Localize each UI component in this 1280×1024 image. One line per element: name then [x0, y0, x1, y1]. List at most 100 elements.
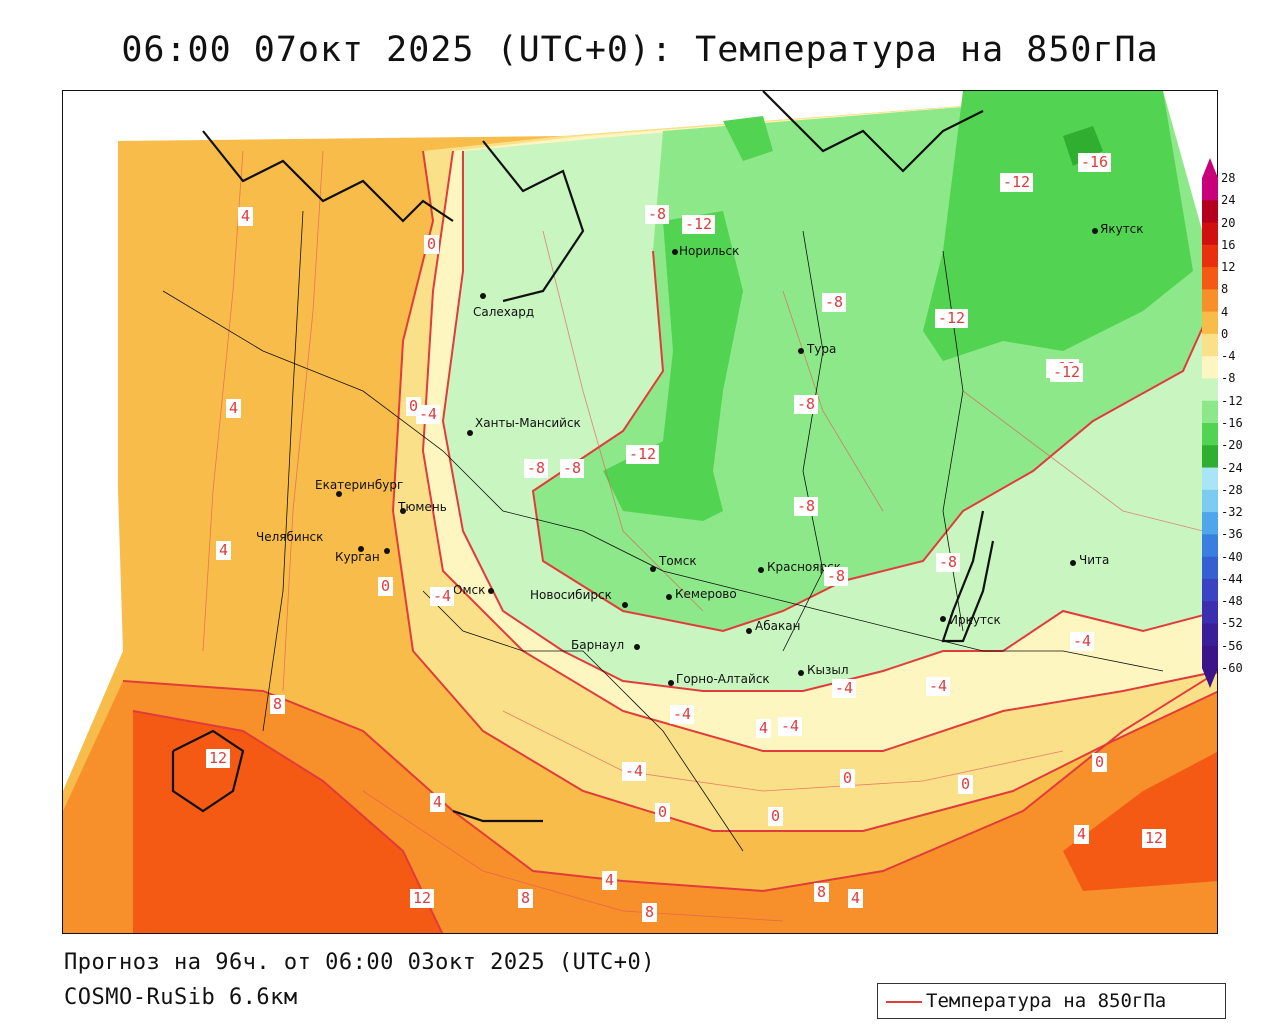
color-scale-swatch	[1202, 311, 1218, 335]
color-scale-swatch	[1202, 222, 1218, 246]
legend-label: Температура на 850гПа	[926, 990, 1167, 1012]
color-scale-swatch	[1202, 556, 1218, 580]
isotherm-label-background	[756, 719, 771, 738]
isotherm-value-label: 8	[521, 889, 530, 907]
map-canvas: Салехард Норильск Якутск Тура Ханты-Манс…	[63, 91, 1217, 933]
isotherm-value-label: 0	[771, 807, 780, 825]
isotherm-label-background	[670, 705, 694, 724]
isotherm-value-labels: -16-12-12-8-12-8-12-8-8-12-8-12-8-8-8-40…	[206, 153, 1166, 922]
isotherm-value-label: -8	[797, 395, 815, 413]
color-scale-top-arrow	[1202, 158, 1218, 178]
isotherm-value-label: -8	[827, 567, 845, 585]
isotherm-value-label: 12	[1145, 829, 1163, 847]
city-label: Тюмень	[397, 500, 447, 514]
color-scale-tick-label: -24	[1221, 460, 1243, 475]
isotherm-label-background	[416, 405, 440, 424]
isotherm-label-background	[1050, 363, 1083, 382]
color-scale-swatch	[1202, 467, 1218, 491]
isotherm-value-label: -4	[929, 677, 947, 695]
isotherm-value-label: 0	[427, 235, 436, 253]
isotherm-label-background	[935, 309, 968, 328]
isotherm-label-background	[645, 205, 669, 224]
isotherm-value-label: 4	[229, 399, 238, 417]
isotherm-label-background	[822, 293, 846, 312]
isotherm-label-background	[238, 207, 253, 226]
isotherm-label-background	[832, 679, 856, 698]
isotherm-label-background	[216, 541, 231, 560]
isotherm-value-label: 4	[605, 871, 614, 889]
city-label: Абакан	[755, 619, 800, 633]
zone-minus-16-12-small	[723, 116, 773, 161]
zone-minus-16-12-north	[923, 91, 1193, 361]
color-scale-tick-label: -40	[1221, 549, 1243, 564]
color-scale-tick-label: -48	[1221, 594, 1243, 609]
isotherm-value-label: -8	[939, 553, 957, 571]
coastline	[171, 91, 995, 823]
color-scale-swatch	[1202, 400, 1218, 424]
color-scale-swatch	[1202, 267, 1218, 290]
color-scale-tick-label: 24	[1221, 193, 1236, 208]
color-scale-tick-label: -32	[1221, 505, 1243, 520]
isotherm-value-label: 8	[645, 903, 654, 921]
color-scale-tick-label: -52	[1221, 616, 1243, 631]
city-label: Горно-Алтайск	[676, 672, 770, 686]
isotherm-label-background	[206, 749, 230, 768]
isotherm-label-background	[814, 883, 829, 902]
legend-line-swatch	[886, 1001, 922, 1003]
isotherm-label-background	[848, 889, 863, 908]
city-label: Норильск	[679, 244, 739, 258]
isotherm-label-background	[794, 395, 818, 414]
color-scale-tick-label: 16	[1221, 237, 1236, 252]
isotherm-value-label: -4	[673, 705, 691, 723]
isotherm-value-label: 0	[409, 397, 418, 415]
color-scale-tick-label: -8	[1221, 371, 1236, 386]
color-scale-swatch	[1202, 289, 1218, 313]
isotherm-value-label: -8	[527, 459, 545, 477]
isotherm-value-label: 4	[851, 889, 860, 907]
color-scale-swatch	[1202, 601, 1218, 624]
isotherm-label-background	[270, 695, 285, 714]
isotherm-label-background	[406, 397, 421, 416]
city-label: Иркутск	[949, 613, 1001, 627]
isotherm-label-background	[226, 399, 241, 418]
color-scale-swatch	[1202, 623, 1218, 647]
color-scale-svg	[1202, 158, 1218, 688]
map-title: 06:00 07окт 2025 (UTC+0): Температура на…	[121, 30, 1159, 70]
isotherm-value-label: -8	[797, 497, 815, 515]
isotherm-label-background	[655, 803, 670, 822]
isotherm-label-background	[1000, 173, 1033, 192]
city-label: Салехард	[473, 305, 534, 319]
isotherm-value-label: -4	[835, 679, 853, 697]
city-label: Красноярск	[767, 560, 841, 574]
isotherm-value-label: -12	[938, 309, 965, 327]
isotherm-value-label: 0	[658, 803, 667, 821]
isotherm-label-background	[410, 889, 434, 908]
city-label: Омск	[453, 583, 485, 597]
color-scale-swatch	[1202, 578, 1218, 602]
isotherm-label-background	[936, 553, 960, 572]
isotherm-value-label: -8	[825, 293, 843, 311]
color-scale-swatch	[1202, 423, 1218, 446]
color-scale-swatch	[1202, 534, 1218, 558]
temperature-map: Салехард Норильск Якутск Тура Ханты-Манс…	[62, 90, 1218, 934]
city-label: Чита	[1079, 553, 1109, 567]
isotherm-value-label: 0	[961, 775, 970, 793]
color-scale-tick-label: 12	[1221, 260, 1236, 275]
isotherm-label-background	[642, 903, 657, 922]
color-scale-swatch	[1202, 378, 1218, 402]
isotherm-label-background	[622, 762, 646, 781]
isotherm-label-background	[524, 459, 548, 478]
isotherm-value-label: -16	[1081, 153, 1108, 171]
isotherm-value-label: 0	[843, 769, 852, 787]
isotherm-label-background	[626, 445, 659, 464]
color-scale-tick-label: -16	[1221, 416, 1243, 430]
isotherm-label-background	[840, 769, 855, 788]
isotherm-label-background	[768, 807, 783, 826]
isotherm-label-background	[794, 497, 818, 516]
color-scale-tick-label: -44	[1221, 571, 1243, 586]
isotherm-label-background	[1078, 153, 1111, 172]
isotherm-label-background	[378, 577, 393, 596]
isotherm-value-label: 0	[381, 577, 390, 595]
zone-plus-12-east	[1063, 752, 1217, 891]
isotherm-label-background	[424, 235, 439, 254]
